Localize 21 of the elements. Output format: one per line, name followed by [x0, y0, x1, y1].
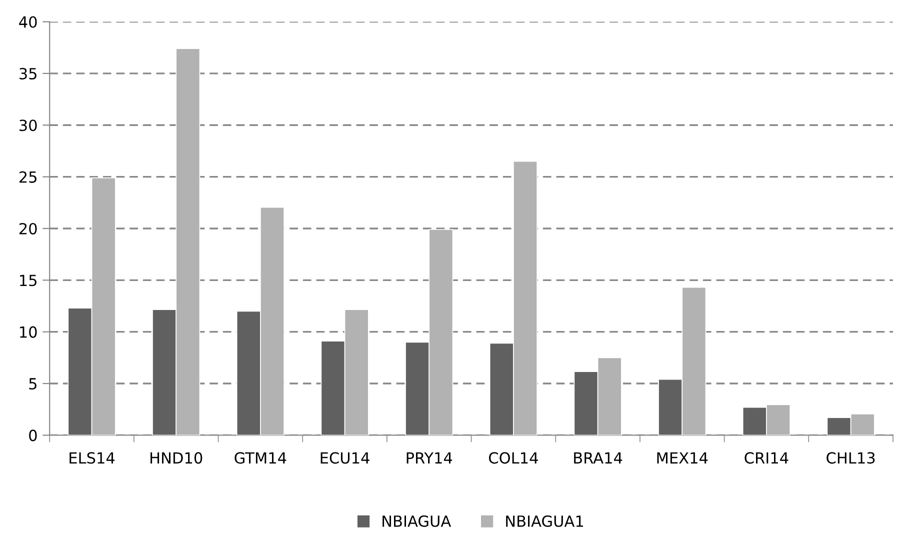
x-tick-label: PRY14 — [406, 452, 452, 464]
x-tick-label: MEX14 — [657, 452, 708, 464]
y-tick-label: 35 — [20, 68, 36, 80]
x-tick-label: HND10 — [150, 452, 202, 464]
legend-label: NBIAGUA1 — [506, 515, 584, 527]
y-tick-label: 0 — [29, 430, 37, 442]
x-tick-label: BRA14 — [574, 452, 622, 464]
y-tick-label: 30 — [20, 120, 37, 132]
x-tick-label: CRI14 — [744, 452, 788, 464]
y-tick-label: 10 — [20, 326, 37, 338]
x-tick-label: ECU14 — [320, 452, 370, 464]
x-tick-label: GTM14 — [234, 452, 286, 464]
y-tick-label: 15 — [20, 274, 36, 286]
x-tick-label: CHL13 — [826, 452, 875, 464]
y-tick-label: 5 — [29, 378, 36, 390]
x-tick-label: ELS14 — [70, 452, 115, 464]
y-tick-label: 40 — [19, 16, 37, 28]
y-tick-label: 25 — [19, 171, 36, 183]
y-tick-label: 20 — [19, 222, 37, 234]
legend-label: NBIAGUA — [382, 515, 452, 527]
x-tick-label: COL14 — [488, 452, 538, 464]
